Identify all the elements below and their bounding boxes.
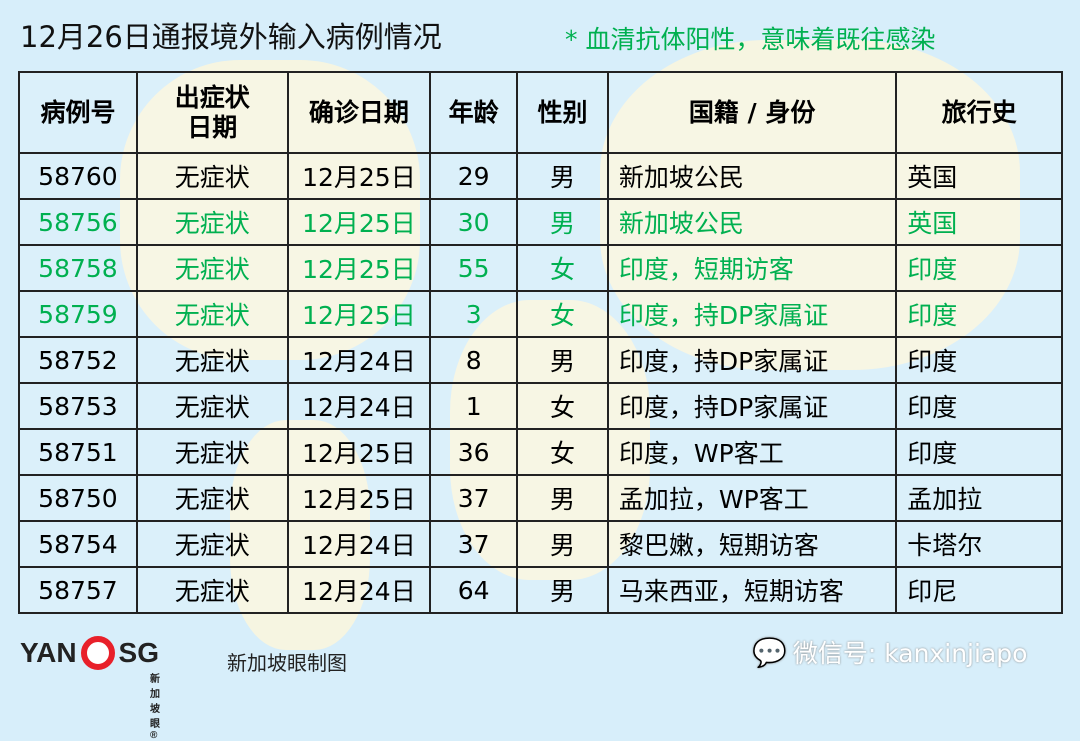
column-header: 年龄 [429,71,519,154]
table-cell: 无症状 [135,152,289,200]
table-cell: 3 [429,290,519,338]
table-cell: 58760 [18,152,138,200]
wechat-id: 💬 微信号: kanxinjiapo [752,634,1027,670]
table-cell: 男 [516,336,609,384]
table-cell: 无症状 [135,520,289,568]
table-cell: 无症状 [135,474,289,522]
table-cell: 12月24日 [286,566,432,614]
logo: YAN SG 新加坡眼® [20,636,160,741]
table-cell: 12月24日 [286,520,432,568]
table-cell: 女 [516,428,609,476]
table-cell: 无症状 [135,198,289,246]
table-cell: 12月25日 [286,428,432,476]
table-cell: 印尼 [895,566,1063,614]
table-row: 58752 无症状 12月24日 8 男印度，持DP家属证 印度 [18,336,1063,384]
wechat-icon: 💬 [752,635,787,669]
table-cell: 印度，持DP家属证 [606,290,898,338]
table-cell: 新加坡公民 [606,198,898,246]
table-cell: 8 [429,336,519,384]
table-cell: 58757 [18,566,138,614]
table-row: 58759 无症状 12月25日 3 女印度，持DP家属证 印度 [18,290,1063,338]
table-cell: 英国 [895,152,1063,200]
table-cell: 无症状 [135,290,289,338]
footnote: * 血清抗体阳性，意味着既往感染 [565,25,936,54]
header-row: 病例号 出症状 日期 确诊日期 年龄 性别 国籍 / 身份 旅行史 [18,71,1063,154]
table-cell: 印度 [895,290,1063,338]
table-cell: 1 [429,382,519,430]
table-cell: 女 [516,244,609,292]
table-cell: 女 [516,290,609,338]
column-header: 国籍 / 身份 [606,71,898,154]
column-header: 性别 [516,71,609,154]
table-cell: 58751 [18,428,138,476]
table-cell: 印度 [895,336,1063,384]
table-row: 58754 无症状 12月24日 37 男黎巴嫩，短期访客 卡塔尔 [18,520,1063,568]
table-cell: 男 [516,152,609,200]
table-cell: 印度，短期访客 [606,244,898,292]
table-cell: 男 [516,474,609,522]
table-cell: 12月25日 [286,152,432,200]
table-cell: 58753 [18,382,138,430]
column-header: 旅行史 [895,71,1063,154]
table-cell: 黎巴嫩，短期访客 [606,520,898,568]
table-cell: 30 [429,198,519,246]
table-cell: 58750 [18,474,138,522]
credit: 新加坡眼制图 [227,651,347,675]
table-cell: 无症状 [135,336,289,384]
table-cell: 12月24日 [286,336,432,384]
table-cell: 无症状 [135,382,289,430]
table-row: 58751 无症状 12月25日 36 女印度，WP客工 印度 [18,428,1063,476]
table-cell: 印度 [895,428,1063,476]
table-cell: 卡塔尔 [895,520,1063,568]
table-cell: 男 [516,198,609,246]
table-cell: 印度 [895,244,1063,292]
eye-icon [80,636,115,670]
table-cell: 女 [516,382,609,430]
table-cell: 男 [516,520,609,568]
table-cell: 孟加拉 [895,474,1063,522]
table-cell: 37 [429,520,519,568]
table-row: 58760 无症状 12月25日 29 男新加坡公民 英国 [18,152,1063,200]
table-cell: 无症状 [135,566,289,614]
column-header: 病例号 [18,71,138,154]
table-cell: 12月24日 [286,382,432,430]
table-cell: 无症状 [135,428,289,476]
column-header: 确诊日期 [286,71,432,154]
table-cell: 印度，持DP家属证 [606,336,898,384]
table-cell: 55 [429,244,519,292]
table-cell: 新加坡公民 [606,152,898,200]
table-row: 58756 无症状 12月25日 30 男新加坡公民 英国 [18,198,1063,246]
cases-table: 病例号 出症状 日期 确诊日期 年龄 性别 国籍 / 身份 旅行史 58760 无症状 12月25… [18,71,1063,614]
wechat-text: 微信号: kanxinjiapo [792,639,1028,668]
table-cell: 12月25日 [286,244,432,292]
table-cell: 印度，WP客工 [606,428,898,476]
table-row: 58753 无症状 12月24日 1 女印度，持DP家属证 印度 [18,382,1063,430]
table-cell: 58758 [18,244,138,292]
table-cell: 12月25日 [286,198,432,246]
table-cell: 58756 [18,198,138,246]
table-cell: 29 [429,152,519,200]
table-row: 58757 无症状 12月24日 64 男马来西亚，短期访客 印尼 [18,566,1063,614]
table-cell: 12月25日 [286,290,432,338]
table-cell: 12月25日 [286,474,432,522]
table-cell: 印度 [895,382,1063,430]
table-cell: 36 [429,428,519,476]
table-cell: 孟加拉，WP客工 [606,474,898,522]
table-cell: 无症状 [135,244,289,292]
table-cell: 64 [429,566,519,614]
table-cell: 男 [516,566,609,614]
table-cell: 马来西亚，短期访客 [606,566,898,614]
column-header: 出症状 日期 [135,71,289,154]
page-title: 12月26日通报境外输入病例情况 [20,20,442,54]
table-cell: 印度，持DP家属证 [606,382,898,430]
table-row: 58758 无症状 12月25日 55 女印度，短期访客 印度 [18,244,1063,292]
table-cell: 58754 [18,520,138,568]
table-row: 58750 无症状 12月25日 37 男孟加拉，WP客工 孟加拉 [18,474,1063,522]
table-cell: 58759 [18,290,138,338]
table-cell: 58752 [18,336,138,384]
table-cell: 英国 [895,198,1063,246]
table-cell: 37 [429,474,519,522]
